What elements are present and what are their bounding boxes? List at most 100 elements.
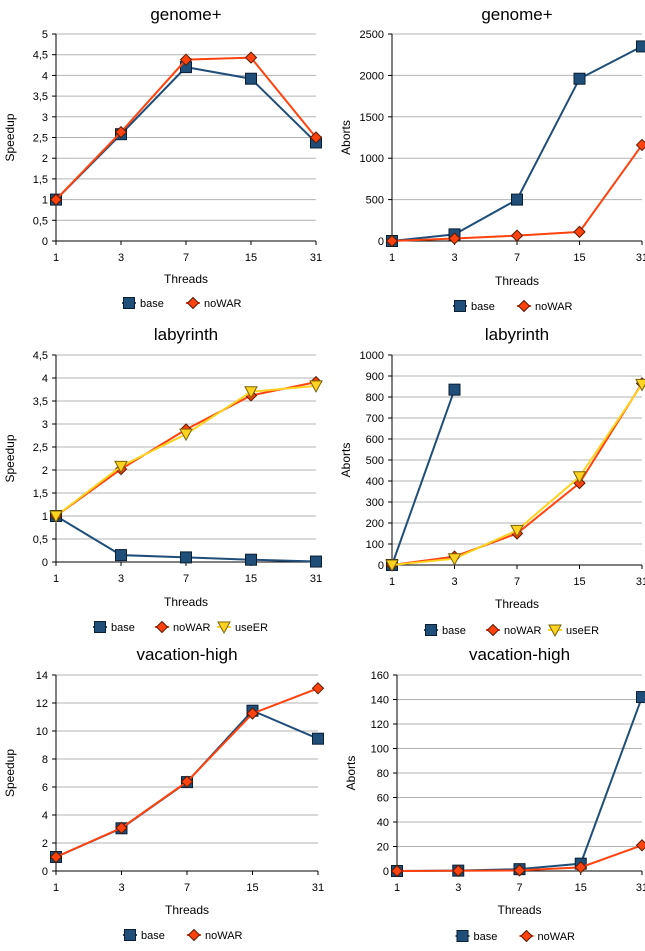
- legend-marker-base: [454, 300, 466, 312]
- y-axis-label: Speedup: [3, 749, 17, 797]
- data-point-base: [573, 72, 586, 85]
- x-axis-label: Threads: [495, 274, 539, 288]
- data-point-noWAR: [244, 51, 258, 64]
- y-tick-label: 140: [371, 695, 389, 707]
- y-tick-label: 0: [378, 560, 384, 572]
- y-tick-label: 120: [371, 719, 389, 731]
- data-point-noWAR: [311, 682, 325, 695]
- legend-label-base: base: [474, 931, 498, 943]
- y-tick-label: 0: [383, 866, 389, 878]
- x-tick-label: 1: [389, 252, 395, 264]
- y-tick-label: 1000: [360, 153, 384, 165]
- data-point-base: [448, 383, 461, 396]
- data-point-noWAR: [246, 707, 259, 720]
- y-tick-label: 400: [366, 476, 384, 488]
- y-tick-label: 6: [42, 782, 48, 794]
- y-tick-label: 200: [366, 518, 384, 530]
- y-tick-label: 2500: [360, 29, 384, 41]
- x-tick-label: 31: [312, 882, 324, 894]
- data-point-base: [115, 549, 127, 562]
- legend-marker-noWAR: [486, 623, 500, 637]
- data-point-useER: [635, 378, 645, 392]
- x-tick-label: 1: [389, 576, 395, 588]
- chart-title: vacation-high: [136, 645, 237, 664]
- series-line-useER: [55, 384, 317, 517]
- y-tick-label: 4,5: [33, 350, 48, 362]
- legend-marker-noWAR: [155, 620, 169, 634]
- legend-label-base: base: [442, 625, 466, 637]
- y-tick-label: 1: [42, 511, 48, 523]
- legend-label-noWAR: noWAR: [535, 301, 573, 313]
- y-tick-label: 500: [366, 195, 384, 207]
- x-tick-label: 7: [183, 252, 189, 264]
- y-tick-label: 2,5: [33, 442, 48, 454]
- data-point-noWAR: [49, 193, 63, 206]
- y-tick-label: 60: [377, 793, 389, 805]
- x-tick-label: 7: [183, 573, 189, 585]
- x-tick-label: 3: [451, 576, 457, 588]
- data-point-useER: [114, 460, 128, 474]
- x-tick-label: 1: [53, 252, 59, 264]
- x-tick-label: 31: [636, 252, 645, 264]
- data-point-useER: [385, 559, 399, 573]
- chart-genome-aborts: genome+ 0 500 1000 1500 2000 2500 1 3 7 15 31 Thread…: [339, 5, 645, 313]
- data-point-base: [245, 72, 257, 85]
- y-axis-label: Aborts: [339, 120, 353, 155]
- legend-marker-base: [94, 621, 106, 633]
- x-tick-label: 3: [118, 252, 124, 264]
- x-tick-label: 1: [53, 882, 59, 894]
- legend-label-useER: useER: [235, 622, 268, 634]
- data-point-noWAR: [179, 53, 193, 66]
- y-tick-label: 4: [42, 373, 48, 385]
- x-axis-label: Threads: [164, 595, 208, 609]
- legend-label-base: base: [140, 298, 164, 310]
- data-point-noWAR: [49, 850, 63, 864]
- y-tick-label: 12: [36, 698, 48, 710]
- x-tick-label: 3: [451, 252, 457, 264]
- y-tick-label: 5: [42, 29, 48, 41]
- chart-title: genome+: [150, 5, 221, 24]
- x-tick-label: 1: [53, 573, 59, 585]
- y-tick-label: 100: [371, 744, 389, 756]
- data-point-noWAR: [385, 234, 399, 248]
- data-point-noWAR: [635, 138, 645, 152]
- data-point-useER: [572, 471, 587, 484]
- y-tick-label: 3,5: [33, 396, 48, 408]
- legend: base noWAR: [123, 928, 243, 942]
- x-tick-label: 1: [394, 882, 400, 894]
- y-axis-label: Speedup: [3, 113, 17, 161]
- y-tick-label: 500: [366, 455, 384, 467]
- legend-label-noWAR: noWAR: [504, 625, 542, 637]
- x-tick-label: 15: [573, 576, 585, 588]
- y-tick-label: 2000: [360, 70, 384, 82]
- legend-marker-noWAR: [186, 296, 200, 310]
- x-axis-label: Threads: [497, 903, 541, 917]
- y-tick-label: 0: [42, 866, 48, 878]
- x-tick-label: 7: [184, 882, 190, 894]
- legend-marker-base: [123, 297, 135, 309]
- data-point-noWAR: [452, 864, 465, 877]
- data-point-base: [511, 193, 523, 206]
- legend-marker-useER: [548, 624, 562, 638]
- chart-genome-speedup: genome+ 0 0,5 1 1,5 2 2,5 3 3,5 4 4,5 5 1 3 7 15 31 Threa…: [3, 5, 323, 310]
- legend-label-noWAR: noWAR: [205, 930, 243, 942]
- legend: base noWAR useER: [93, 620, 268, 635]
- chart-labyrinth-speedup: labyrinth 0 0,5 1 1,5 2 2,5 3 3,5 4 4,5 1 3 7 15 31 Thre…: [3, 325, 323, 635]
- data-point-noWAR: [635, 839, 645, 852]
- data-point-useER: [244, 386, 258, 399]
- x-axis-label: Threads: [495, 597, 539, 611]
- series-line-base: [391, 389, 456, 566]
- series-line-noWAR: [55, 56, 317, 201]
- y-tick-label: 1: [42, 195, 48, 207]
- legend-marker-noWAR: [517, 299, 531, 313]
- legend: base noWAR: [122, 296, 242, 310]
- legend-label-noWAR: noWAR: [173, 622, 211, 634]
- data-point-useER: [49, 510, 63, 524]
- series-line-noWAR: [55, 381, 317, 517]
- data-point-noWAR: [390, 864, 404, 878]
- y-tick-label: 0,5: [33, 215, 48, 227]
- y-tick-label: 80: [377, 768, 389, 780]
- y-tick-label: 1000: [360, 350, 384, 362]
- x-tick-label: 3: [118, 573, 124, 585]
- x-axis-label: Threads: [165, 903, 209, 917]
